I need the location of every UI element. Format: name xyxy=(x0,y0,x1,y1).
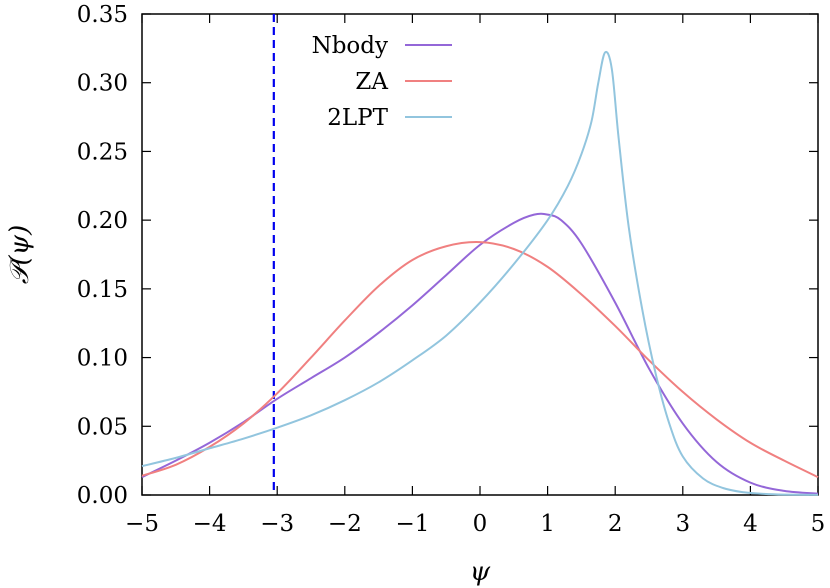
x-tick-label: −1 xyxy=(395,511,429,537)
x-axis-label: ψ xyxy=(470,557,491,587)
legend-label-za: ZA xyxy=(355,69,388,95)
series-line-2lpt xyxy=(141,50,819,496)
y-tick-labels: 0.00 0.05 0.10 0.15 0.20 0.25 0.30 0.35 xyxy=(77,2,128,509)
x-tick-label: 5 xyxy=(811,511,826,537)
y-tick-label: 0.05 xyxy=(77,414,128,440)
series-line-nbody xyxy=(141,212,819,495)
x-tick-label: 0 xyxy=(473,511,488,537)
x-tick-labels: −5 −4 −3 −2 −1 0 1 2 3 4 5 xyxy=(125,511,825,537)
x-tick-label: −3 xyxy=(260,511,294,537)
y-tick-label: 0.30 xyxy=(77,71,128,97)
x-tick-label: 1 xyxy=(540,511,555,537)
x-tick-label: 2 xyxy=(608,511,623,537)
x-tick-label: −5 xyxy=(125,511,159,537)
legend-label-nbody: Nbody xyxy=(312,33,388,59)
series-lines xyxy=(141,50,819,496)
y-tick-label: 0.25 xyxy=(77,139,128,165)
y-tick-label: 0.10 xyxy=(77,346,128,372)
y-axis-label: 𝒫(ψ) xyxy=(5,225,35,284)
plot-area: −5 −4 −3 −2 −1 0 1 2 3 4 5 0.00 0.05 0.10 0.15 0.20 0.2… xyxy=(77,2,826,537)
y-tick-label: 0.00 xyxy=(77,483,128,509)
x-tick-label: 4 xyxy=(743,511,758,537)
y-tick-label: 0.20 xyxy=(77,208,128,234)
legend-label-2lpt: 2LPT xyxy=(327,105,388,131)
series-line-za xyxy=(141,241,819,479)
x-tick-label: −4 xyxy=(193,511,227,537)
y-tick-label: 0.15 xyxy=(77,277,128,303)
x-tick-label: 3 xyxy=(675,511,690,537)
legend: Nbody ZA 2LPT xyxy=(312,33,452,131)
y-tick-label: 0.35 xyxy=(77,2,128,28)
x-tick-label: −2 xyxy=(328,511,362,537)
